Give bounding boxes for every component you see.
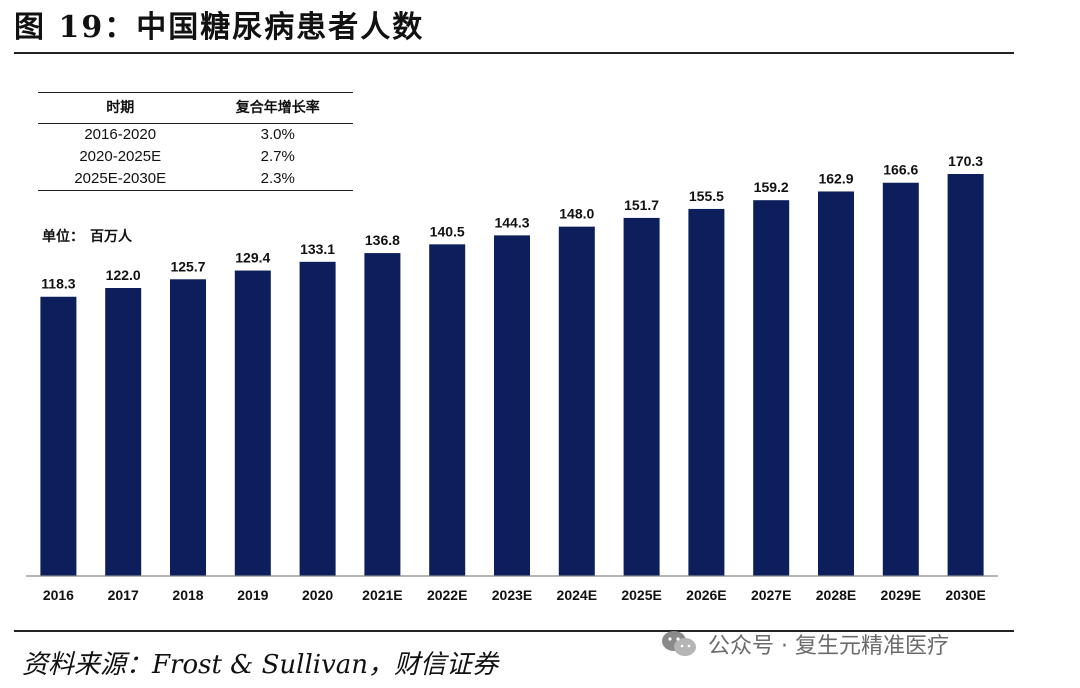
x-tick-label: 2018 [172, 587, 203, 603]
wechat-icon [662, 631, 696, 656]
data-label: 136.8 [365, 232, 400, 248]
cagr-rate: 3.0% [260, 126, 295, 143]
cagr-row: 2020-2025E 2.7% [38, 146, 353, 168]
data-label: 125.7 [170, 258, 205, 274]
bar [429, 244, 466, 576]
x-tick-label: 2024E [557, 587, 597, 603]
watermark-text: 公众号 · 复生元精准医疗 [708, 634, 949, 659]
x-tick-label: 2028E [816, 587, 856, 603]
data-label: 170.3 [948, 153, 983, 169]
unit-prefix: 单位： [42, 228, 84, 244]
cagr-table: 时期 复合年增长率 2016-2020 3.0% 2020-2025E 2.7%… [38, 92, 353, 191]
bar [40, 296, 77, 576]
cagr-period: 2020-2025E [79, 148, 162, 165]
cagr-period: 2025E-2030E [38, 168, 203, 191]
x-tick-label: 2026E [686, 587, 726, 603]
source-note: 资料来源：Frost & Sullivan，财信证券 [22, 650, 499, 680]
data-label: 162.9 [818, 170, 853, 186]
cagr-period: 2016-2020 [84, 126, 157, 143]
top-rule [14, 52, 1014, 54]
data-label: 148.0 [559, 206, 594, 222]
bar [623, 217, 660, 576]
data-label: 155.5 [689, 188, 724, 204]
x-tick-label: 2030E [945, 587, 985, 603]
unit-label: 单位： 百万人 [42, 226, 132, 246]
x-tick-label: 2022E [427, 587, 467, 603]
data-label: 159.2 [754, 179, 789, 195]
data-label: 166.6 [883, 162, 918, 178]
bar [494, 235, 530, 577]
bar [818, 191, 854, 576]
x-tick-label: 2029E [881, 587, 921, 603]
unit-value: 百万人 [90, 228, 132, 244]
x-tick-label: 2017 [108, 587, 139, 603]
bar [105, 288, 142, 576]
cagr-header-rate: 复合年增长率 [202, 92, 353, 124]
figure-title: 图 19：中国糖尿病患者人数 [14, 10, 425, 45]
bar [947, 174, 984, 576]
x-tick-label: 2023E [492, 587, 532, 603]
cagr-row: 2025E-2030E 2.3% [38, 168, 353, 191]
data-label: 140.5 [430, 223, 465, 239]
data-label: 144.3 [494, 214, 529, 230]
cagr-header-period: 时期 [38, 92, 203, 124]
data-label: 133.1 [300, 241, 335, 257]
cagr-row: 2016-2020 3.0% [38, 124, 353, 147]
data-label: 118.3 [41, 276, 75, 292]
x-tick-label: 2019 [237, 587, 268, 603]
data-label: 151.7 [624, 197, 659, 213]
bar [364, 253, 401, 576]
x-tick-label: 2025E [621, 587, 661, 603]
bar [688, 208, 725, 577]
x-tick-label: 2027E [751, 587, 791, 603]
x-tick-label: 2021E [362, 587, 402, 603]
watermark: 公众号 · 复生元精准医疗 [660, 628, 949, 660]
bottom-rule [14, 630, 1014, 632]
bar [170, 279, 206, 576]
cagr-rate: 2.3% [202, 168, 353, 191]
data-label: 129.4 [235, 250, 270, 266]
x-tick-label: 2020 [302, 587, 333, 603]
data-label: 122.0 [106, 267, 141, 283]
bar [299, 261, 336, 576]
bar [558, 226, 595, 576]
cagr-rate: 2.7% [260, 148, 295, 165]
cagr-header-row: 时期 复合年增长率 [38, 92, 353, 124]
bar [753, 200, 790, 576]
x-tick-label: 2016 [43, 587, 74, 603]
bar [234, 270, 271, 576]
bar [882, 182, 919, 576]
